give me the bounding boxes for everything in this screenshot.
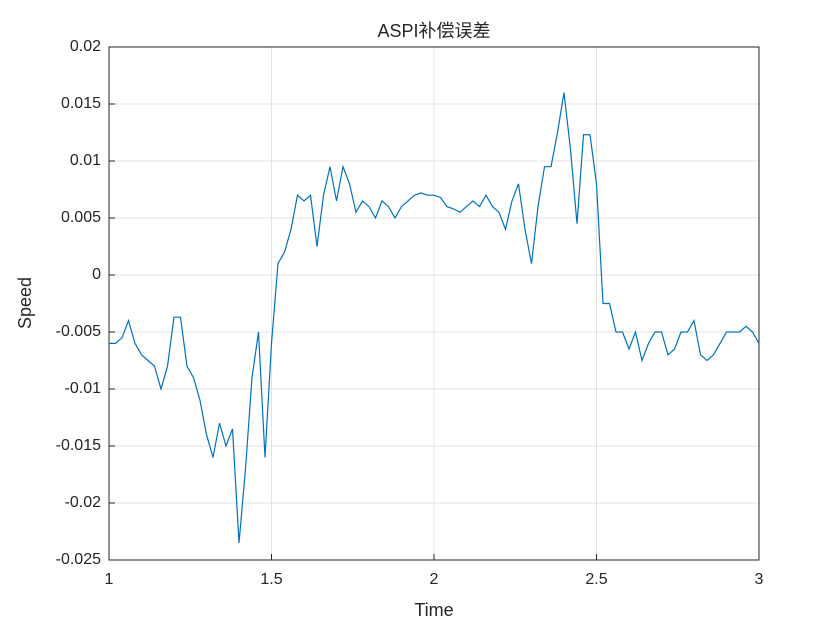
y-tick-label: 0.005 [61, 209, 101, 226]
y-tick-label: 0 [92, 266, 101, 283]
y-tick-label: 0.01 [70, 152, 101, 169]
x-tick-label: 2.5 [585, 571, 607, 588]
data-line [109, 92, 760, 543]
y-tick-label: 0.015 [61, 95, 101, 112]
x-tick-label: 1.5 [260, 571, 282, 588]
x-axis-label: Time [414, 600, 453, 620]
y-tick-label: 0.02 [70, 38, 101, 55]
plot-frame [108, 46, 760, 561]
y-axis-label: Speed [15, 277, 35, 329]
x-tick-label: 2 [430, 571, 439, 588]
x-tick-label: 1 [105, 571, 114, 588]
chart-title: ASPI补偿误差 [377, 21, 490, 41]
y-tick-label: -0.025 [56, 551, 101, 568]
y-tick-label: -0.015 [56, 437, 101, 454]
y-tick-label: -0.02 [65, 494, 102, 511]
y-tick-label: -0.005 [56, 323, 101, 340]
y-tick-label: -0.01 [65, 380, 102, 397]
x-tick-label: 3 [755, 571, 764, 588]
